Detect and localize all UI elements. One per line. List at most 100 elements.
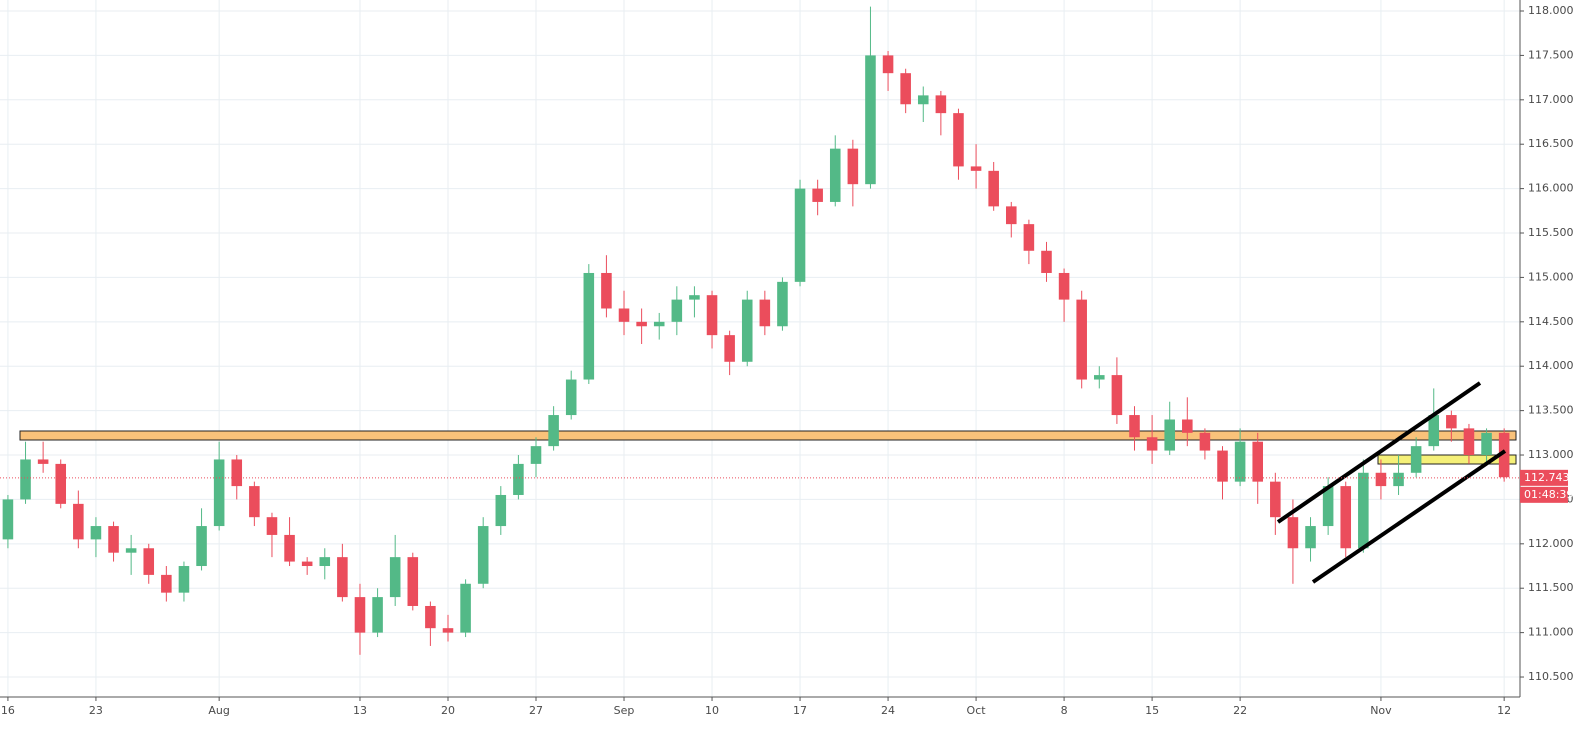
grid bbox=[0, 0, 1520, 697]
candle-body bbox=[1410, 446, 1422, 473]
axes: 110.500111.000111.500112.000112.500113.0… bbox=[0, 0, 1574, 717]
countdown-label: 01:48:39 bbox=[1524, 488, 1573, 501]
candle-body bbox=[73, 503, 84, 540]
candle-body bbox=[1322, 486, 1334, 527]
candle-body bbox=[882, 55, 894, 74]
y-tick-label: 113.000 bbox=[1528, 448, 1574, 461]
candle-body bbox=[1234, 441, 1246, 482]
candle-body bbox=[1094, 375, 1105, 380]
candle-body bbox=[565, 379, 577, 416]
candle-body bbox=[442, 628, 454, 633]
candle-body bbox=[425, 605, 436, 629]
x-tick-label: Aug bbox=[208, 704, 229, 717]
candle-body bbox=[953, 113, 964, 167]
last-price-label: 112.743 bbox=[1524, 471, 1570, 484]
countdown-box bbox=[1520, 486, 1568, 503]
candle-body bbox=[618, 308, 630, 322]
channel bbox=[1276, 381, 1507, 584]
y-tick-label: 117.500 bbox=[1528, 48, 1574, 61]
candle-body bbox=[829, 148, 841, 202]
candle-body bbox=[1058, 272, 1070, 300]
y-tick-label: 110.500 bbox=[1528, 670, 1574, 683]
x-tick-label: Oct bbox=[967, 704, 987, 717]
candle-body bbox=[636, 321, 647, 327]
candle-body bbox=[671, 299, 683, 322]
candle-body bbox=[935, 95, 947, 114]
candle-body bbox=[108, 526, 119, 553]
x-tick-label: 24 bbox=[881, 704, 895, 717]
x-tick-label: 16 bbox=[1, 704, 15, 717]
x-tick-label: 15 bbox=[1145, 704, 1159, 717]
candle-body bbox=[1446, 415, 1457, 429]
candle-body bbox=[337, 557, 348, 598]
candle-body bbox=[354, 597, 366, 633]
y-tick-label: 115.000 bbox=[1528, 270, 1574, 283]
y-tick-label: 116.000 bbox=[1528, 182, 1574, 195]
candle-body bbox=[196, 526, 207, 567]
candle-body bbox=[1252, 441, 1263, 482]
candle-body bbox=[865, 55, 876, 185]
candle-body bbox=[777, 281, 788, 327]
candle-body bbox=[161, 574, 172, 593]
x-tick-label: Nov bbox=[1370, 704, 1392, 717]
candle-body bbox=[301, 561, 313, 567]
candle-body bbox=[1146, 437, 1158, 451]
y-tick-label: 118.000 bbox=[1528, 4, 1574, 17]
x-tick-label: 17 bbox=[793, 704, 807, 717]
candle-body bbox=[530, 446, 542, 464]
candle-body bbox=[1164, 419, 1175, 451]
candle-body bbox=[1498, 432, 1510, 478]
candle-body bbox=[407, 557, 419, 606]
candle-body bbox=[1340, 486, 1352, 549]
candle-body bbox=[988, 170, 999, 207]
candle-body bbox=[513, 463, 524, 495]
x-tick-label: 10 bbox=[705, 704, 719, 717]
candle-body bbox=[1375, 472, 1387, 487]
x-tick-label: 23 bbox=[89, 704, 103, 717]
channel-lower bbox=[1311, 449, 1507, 584]
candle-body bbox=[1428, 415, 1440, 447]
candle-body bbox=[495, 494, 507, 527]
candle-body bbox=[266, 517, 278, 535]
candle-body bbox=[2, 499, 14, 540]
candle-body bbox=[1023, 224, 1035, 251]
candle-body bbox=[1182, 419, 1193, 433]
candle-body bbox=[477, 526, 489, 584]
x-tick-label: 27 bbox=[529, 704, 543, 717]
candle-body bbox=[1005, 206, 1017, 225]
candle-body bbox=[1199, 432, 1211, 451]
candle-body bbox=[460, 583, 471, 633]
candle-body bbox=[759, 299, 771, 327]
candle-body bbox=[1111, 375, 1123, 416]
candle-body bbox=[1305, 526, 1316, 549]
x-tick-label: 22 bbox=[1233, 704, 1247, 717]
candle-body bbox=[1129, 415, 1140, 438]
candle-body bbox=[741, 299, 753, 362]
candle-body bbox=[213, 459, 225, 527]
candle-body bbox=[231, 459, 243, 487]
candles bbox=[2, 6, 1510, 655]
candle-body bbox=[794, 188, 806, 282]
candle-body bbox=[178, 566, 190, 593]
y-tick-label: 116.500 bbox=[1528, 137, 1574, 150]
channel-upper bbox=[1276, 381, 1482, 524]
candle-body bbox=[847, 148, 859, 185]
candle-body bbox=[917, 95, 929, 105]
candle-body bbox=[601, 272, 612, 309]
candle-body bbox=[900, 73, 911, 105]
candle-body bbox=[1076, 299, 1087, 380]
candle-body bbox=[1287, 517, 1299, 549]
candle-body bbox=[1358, 472, 1369, 549]
y-tick-label: 117.000 bbox=[1528, 93, 1574, 106]
candle-body bbox=[1463, 428, 1475, 456]
candle-body bbox=[653, 321, 665, 327]
candle-body bbox=[55, 463, 67, 504]
x-tick-label: 20 bbox=[441, 704, 455, 717]
x-tick-label: 12 bbox=[1497, 704, 1511, 717]
x-tick-label: 8 bbox=[1061, 704, 1068, 717]
candle-body bbox=[1041, 250, 1052, 273]
candle-body bbox=[37, 459, 49, 464]
x-tick-label: Sep bbox=[614, 704, 635, 717]
